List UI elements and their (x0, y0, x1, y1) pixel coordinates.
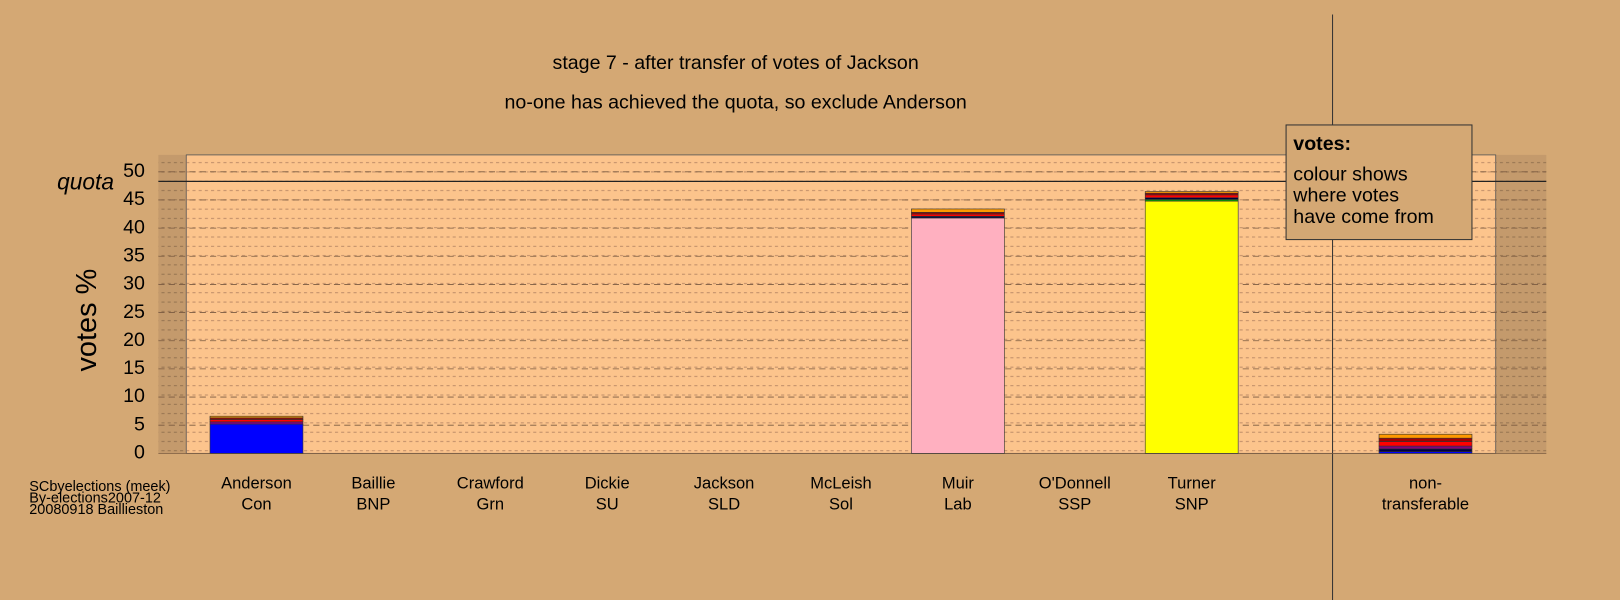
y-tick-label: 50 (123, 160, 145, 182)
footnote: 20080918 Baillieston (29, 502, 163, 518)
x-tick-label: Anderson (221, 474, 292, 493)
x-tick-sublabel: BNP (356, 494, 390, 513)
x-tick-sublabel: Sol (829, 494, 853, 513)
bar-segment (1144, 200, 1239, 454)
y-tick-label: 40 (123, 216, 145, 238)
bar-segment (1378, 433, 1473, 439)
x-tick-sublabel: SNP (1175, 494, 1209, 513)
footnote: By-elections2007-12 (29, 491, 161, 507)
x-tick-label: Crawford (457, 474, 524, 493)
bar-segment (1378, 437, 1473, 442)
y-tick-label: 5 (134, 413, 145, 435)
x-tick-label: McLeish (810, 474, 872, 493)
y-tick-label: 15 (123, 357, 145, 379)
bar-segment (1378, 445, 1473, 450)
x-tick-label: Baillie (351, 474, 395, 493)
bar-segment (911, 213, 1005, 217)
bar-segment (911, 208, 1005, 213)
y-tick-label: 20 (123, 329, 145, 351)
legend-title: votes: (1293, 133, 1351, 155)
x-tick-label: Muir (942, 474, 975, 493)
plot-area-dots (186, 154, 1496, 454)
y-tick-label: 10 (123, 385, 145, 407)
bar-segment (1144, 191, 1239, 194)
y-tick-label: 45 (123, 188, 145, 210)
bar-segment (209, 415, 304, 419)
x-tick-sublabel: Lab (944, 494, 972, 513)
y-tick-label: 30 (123, 273, 145, 295)
x-tick-sublabel: transferable (1382, 494, 1469, 513)
y-axis-label: votes % (71, 269, 103, 372)
y-tick-label: 25 (123, 301, 145, 323)
y-tick-label: 35 (123, 244, 145, 266)
y-tick-label: 0 (134, 442, 145, 464)
x-tick-label: O'Donnell (1039, 474, 1111, 493)
bar-segment (209, 421, 304, 425)
quota-label: quota (57, 168, 114, 194)
x-tick-label: Turner (1168, 474, 1217, 493)
legend-line: where votes (1292, 184, 1399, 206)
x-tick-label: Jackson (694, 474, 755, 493)
chart-title: stage 7 - after transfer of votes of Jac… (553, 52, 919, 74)
chart-subtitle: no-one has achieved the quota, so exclud… (505, 91, 967, 113)
x-tick-sublabel: Con (241, 494, 271, 513)
x-tick-sublabel: SLD (708, 494, 740, 513)
bar-segment (1144, 194, 1239, 199)
x-tick-sublabel: Grn (477, 494, 505, 513)
legend-box (1285, 124, 1473, 241)
x-tick-sublabel: SU (596, 494, 619, 513)
legend-line: have come from (1293, 206, 1434, 228)
x-tick-sublabel: SSP (1058, 494, 1091, 513)
footnote: SCbyelections (meek) (29, 479, 170, 495)
x-tick-label: Dickie (585, 474, 630, 493)
bar-segment (1378, 448, 1473, 452)
legend-line: colour shows (1293, 164, 1408, 186)
bar-segment (209, 423, 304, 454)
bar-segment (209, 419, 304, 423)
bar-segment (1378, 441, 1473, 447)
bar-segment (911, 217, 1005, 454)
x-tick-label: non- (1409, 474, 1442, 493)
